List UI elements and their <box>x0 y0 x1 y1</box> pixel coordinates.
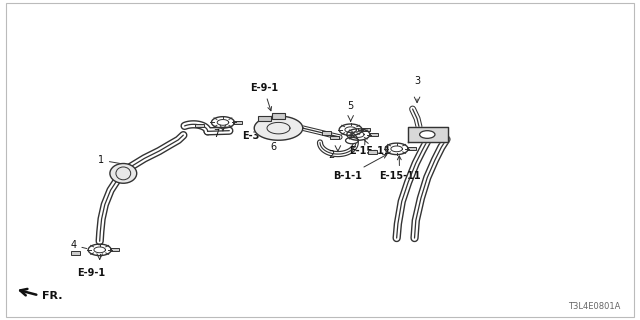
Bar <box>330 136 339 139</box>
Text: 6: 6 <box>270 142 276 152</box>
Text: 7: 7 <box>213 129 220 139</box>
Ellipse shape <box>110 164 137 183</box>
Bar <box>368 150 377 154</box>
Bar <box>234 121 243 124</box>
FancyBboxPatch shape <box>272 114 285 119</box>
Polygon shape <box>254 116 303 140</box>
Bar <box>361 128 370 131</box>
Text: 2: 2 <box>328 150 335 160</box>
Bar <box>195 124 204 127</box>
Text: E-15-11: E-15-11 <box>379 156 420 181</box>
Bar <box>407 147 416 150</box>
Circle shape <box>346 137 358 144</box>
Text: 4: 4 <box>70 240 87 250</box>
Text: 3: 3 <box>414 76 420 85</box>
Text: T3L4E0801A: T3L4E0801A <box>568 302 620 311</box>
Text: B-1-1: B-1-1 <box>333 155 387 181</box>
Bar <box>323 131 332 134</box>
Text: FR.: FR. <box>42 291 63 301</box>
Polygon shape <box>408 126 448 141</box>
Text: E-9-1: E-9-1 <box>250 84 278 111</box>
Text: E-9-1: E-9-1 <box>77 268 106 278</box>
Text: E-3-1: E-3-1 <box>242 131 270 141</box>
Bar <box>110 248 119 252</box>
FancyBboxPatch shape <box>258 116 271 121</box>
Text: 5: 5 <box>348 101 354 111</box>
Bar <box>71 252 80 255</box>
Text: 1: 1 <box>98 155 131 165</box>
Bar <box>369 133 378 136</box>
Circle shape <box>420 131 435 138</box>
Text: E-15-11: E-15-11 <box>349 140 390 156</box>
